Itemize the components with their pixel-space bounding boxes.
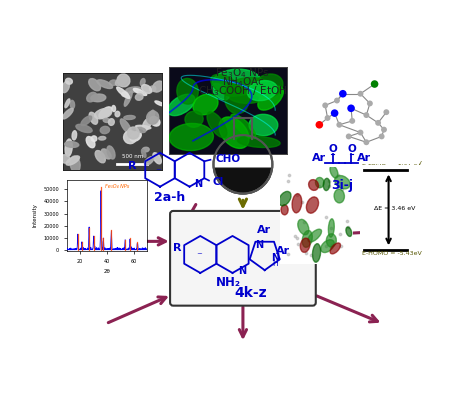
Text: Cl: Cl: [212, 177, 223, 187]
Text: Ar: Ar: [276, 246, 291, 256]
Text: O: O: [328, 144, 337, 154]
Text: R: R: [173, 243, 181, 253]
Text: NH$_4$OAc: NH$_4$OAc: [222, 75, 264, 89]
Text: CH$_3$COOH / EtOH: CH$_3$COOH / EtOH: [199, 84, 287, 98]
Text: N: N: [238, 265, 246, 276]
Text: 3i-j: 3i-j: [331, 179, 353, 192]
Text: ~: ~: [196, 252, 202, 257]
Text: ~: ~: [155, 167, 161, 173]
Text: Ar: Ar: [357, 153, 371, 163]
FancyBboxPatch shape: [170, 211, 316, 306]
Text: Fe$_3$O$_4$ NPs: Fe$_3$O$_4$ NPs: [216, 66, 270, 80]
Text: 4k-z: 4k-z: [234, 286, 267, 300]
Text: Ar: Ar: [312, 153, 326, 163]
Text: N: N: [255, 240, 263, 250]
Text: CHO: CHO: [215, 154, 240, 164]
Text: N: N: [194, 179, 202, 189]
Text: N: N: [271, 253, 279, 263]
Text: Ar: Ar: [257, 226, 271, 236]
Text: R: R: [128, 161, 137, 171]
Text: 2a-h: 2a-h: [155, 191, 186, 204]
Text: O: O: [347, 144, 356, 154]
Text: NH₂: NH₂: [216, 276, 241, 289]
Polygon shape: [214, 168, 272, 194]
Text: H: H: [272, 259, 278, 268]
